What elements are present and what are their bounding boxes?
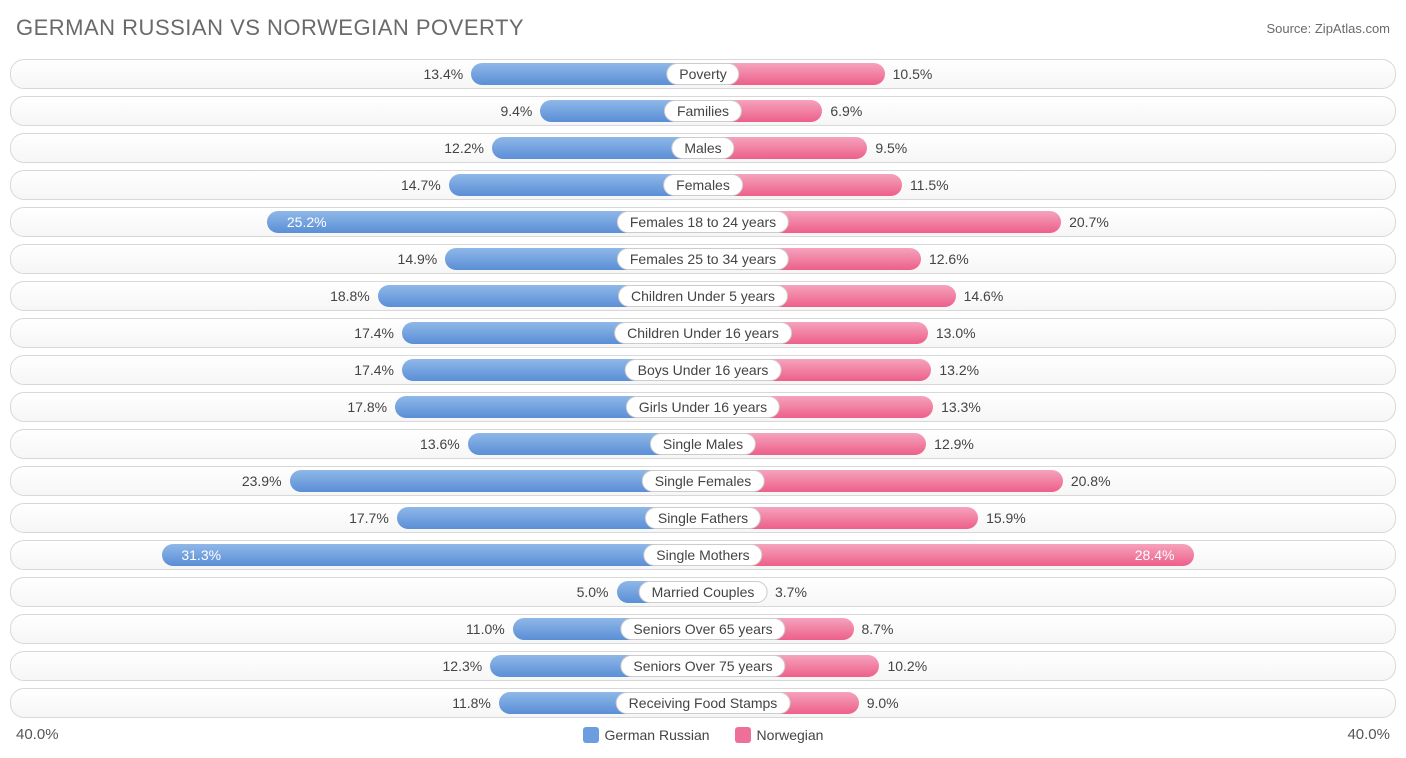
category-label: Children Under 5 years — [618, 285, 788, 307]
value-label-right: 10.2% — [879, 658, 927, 674]
value-label-left: 14.7% — [401, 177, 449, 193]
chart-row: 17.7% 15.9% Single Fathers — [10, 503, 1396, 533]
value-label-right: 15.9% — [978, 510, 1026, 526]
category-label: Families — [664, 100, 742, 122]
chart-row: 5.0% 3.7%Married Couples — [10, 577, 1396, 607]
chart-row: 17.4% 13.2% Boys Under 16 years — [10, 355, 1396, 385]
value-label-right: 12.6% — [921, 251, 969, 267]
value-label-right: 14.6% — [956, 288, 1004, 304]
diverging-bar-chart: 13.4% 10.5% Poverty 9.4% 6.9% Families 12.2% 9.… — [10, 59, 1396, 718]
chart-row: 9.4% 6.9% Families — [10, 96, 1396, 126]
chart-row: 13.6% 12.9% Single Males — [10, 429, 1396, 459]
category-label: Females 25 to 34 years — [617, 248, 789, 270]
category-label: Females — [663, 174, 743, 196]
chart-footer: 40.0% German Russian Norwegian 40.0% — [10, 726, 1396, 743]
category-label: Married Couples — [639, 581, 768, 603]
category-label: Seniors Over 65 years — [620, 618, 785, 640]
chart-row: 17.4% 13.0% Children Under 16 years — [10, 318, 1396, 348]
axis-max-left: 40.0% — [16, 726, 59, 743]
value-label-left: 23.9% — [242, 473, 290, 489]
value-label-left: 12.2% — [444, 140, 492, 156]
category-label: Males — [671, 137, 734, 159]
value-label-right: 10.5% — [885, 66, 933, 82]
chart-row: 31.3% 28.4% Single Mothers — [10, 540, 1396, 570]
value-label-left: 11.0% — [466, 621, 513, 637]
chart-row: 12.2% 9.5% Males — [10, 133, 1396, 163]
value-label-right: 12.9% — [926, 436, 974, 452]
value-label-left: 31.3% — [175, 547, 221, 563]
value-label-left: 17.8% — [347, 399, 395, 415]
bar-left — [162, 544, 703, 566]
value-label-right: 6.9% — [822, 103, 862, 119]
value-label-right: 13.2% — [931, 362, 979, 378]
value-label-left: 14.9% — [398, 251, 446, 267]
chart-row: 23.9% 20.8% Single Females — [10, 466, 1396, 496]
legend-item-right: Norwegian — [735, 727, 824, 743]
value-label-left: 25.2% — [281, 214, 327, 230]
value-label-left: 13.4% — [423, 66, 471, 82]
value-label-right: 13.0% — [928, 325, 976, 341]
value-label-right: 28.4% — [1135, 547, 1181, 563]
legend-swatch-right — [735, 727, 751, 743]
chart-row: 11.0% 8.7% Seniors Over 65 years — [10, 614, 1396, 644]
value-label-right: 20.7% — [1061, 214, 1109, 230]
chart-row: 12.3% 10.2% Seniors Over 75 years — [10, 651, 1396, 681]
legend-item-left: German Russian — [583, 727, 710, 743]
value-label-left: 9.4% — [500, 103, 540, 119]
category-label: Seniors Over 75 years — [620, 655, 785, 677]
bar-right — [703, 544, 1194, 566]
category-label: Receiving Food Stamps — [616, 692, 791, 714]
category-label: Children Under 16 years — [614, 322, 792, 344]
chart-row: 25.2% 20.7% Females 18 to 24 years — [10, 207, 1396, 237]
value-label-left: 17.4% — [354, 362, 402, 378]
value-label-right: 11.5% — [902, 177, 949, 193]
value-label-left: 11.8% — [452, 695, 499, 711]
value-label-left: 18.8% — [330, 288, 378, 304]
legend-swatch-left — [583, 727, 599, 743]
chart-source: Source: ZipAtlas.com — [1266, 21, 1390, 36]
axis-max-right: 40.0% — [1347, 726, 1390, 743]
category-label: Single Females — [642, 470, 765, 492]
value-label-right: 9.5% — [867, 140, 907, 156]
category-label: Girls Under 16 years — [626, 396, 780, 418]
value-label-right: 20.8% — [1063, 473, 1111, 489]
value-label-right: 9.0% — [859, 695, 899, 711]
chart-row: 13.4% 10.5% Poverty — [10, 59, 1396, 89]
value-label-right: 8.7% — [854, 621, 894, 637]
value-label-left: 12.3% — [443, 658, 491, 674]
chart-row: 14.7% 11.5% Females — [10, 170, 1396, 200]
chart-row: 18.8% 14.6% Children Under 5 years — [10, 281, 1396, 311]
chart-header: GERMAN RUSSIAN VS NORWEGIAN POVERTY Sour… — [10, 15, 1396, 41]
value-label-left: 13.6% — [420, 436, 468, 452]
category-label: Poverty — [666, 63, 739, 85]
value-label-right: 13.3% — [933, 399, 981, 415]
legend-label-left: German Russian — [605, 727, 710, 743]
category-label: Single Fathers — [645, 507, 761, 529]
chart-title: GERMAN RUSSIAN VS NORWEGIAN POVERTY — [16, 15, 524, 41]
category-label: Single Mothers — [643, 544, 762, 566]
value-label-right: 3.7% — [767, 584, 807, 600]
category-label: Boys Under 16 years — [625, 359, 782, 381]
value-label-left: 5.0% — [577, 584, 617, 600]
legend: German Russian Norwegian — [583, 727, 824, 743]
chart-row: 14.9% 12.6% Females 25 to 34 years — [10, 244, 1396, 274]
category-label: Single Males — [650, 433, 756, 455]
chart-row: 17.8% 13.3% Girls Under 16 years — [10, 392, 1396, 422]
value-label-left: 17.7% — [349, 510, 397, 526]
value-label-left: 17.4% — [354, 325, 402, 341]
chart-row: 11.8% 9.0% Receiving Food Stamps — [10, 688, 1396, 718]
category-label: Females 18 to 24 years — [617, 211, 789, 233]
legend-label-right: Norwegian — [757, 727, 824, 743]
